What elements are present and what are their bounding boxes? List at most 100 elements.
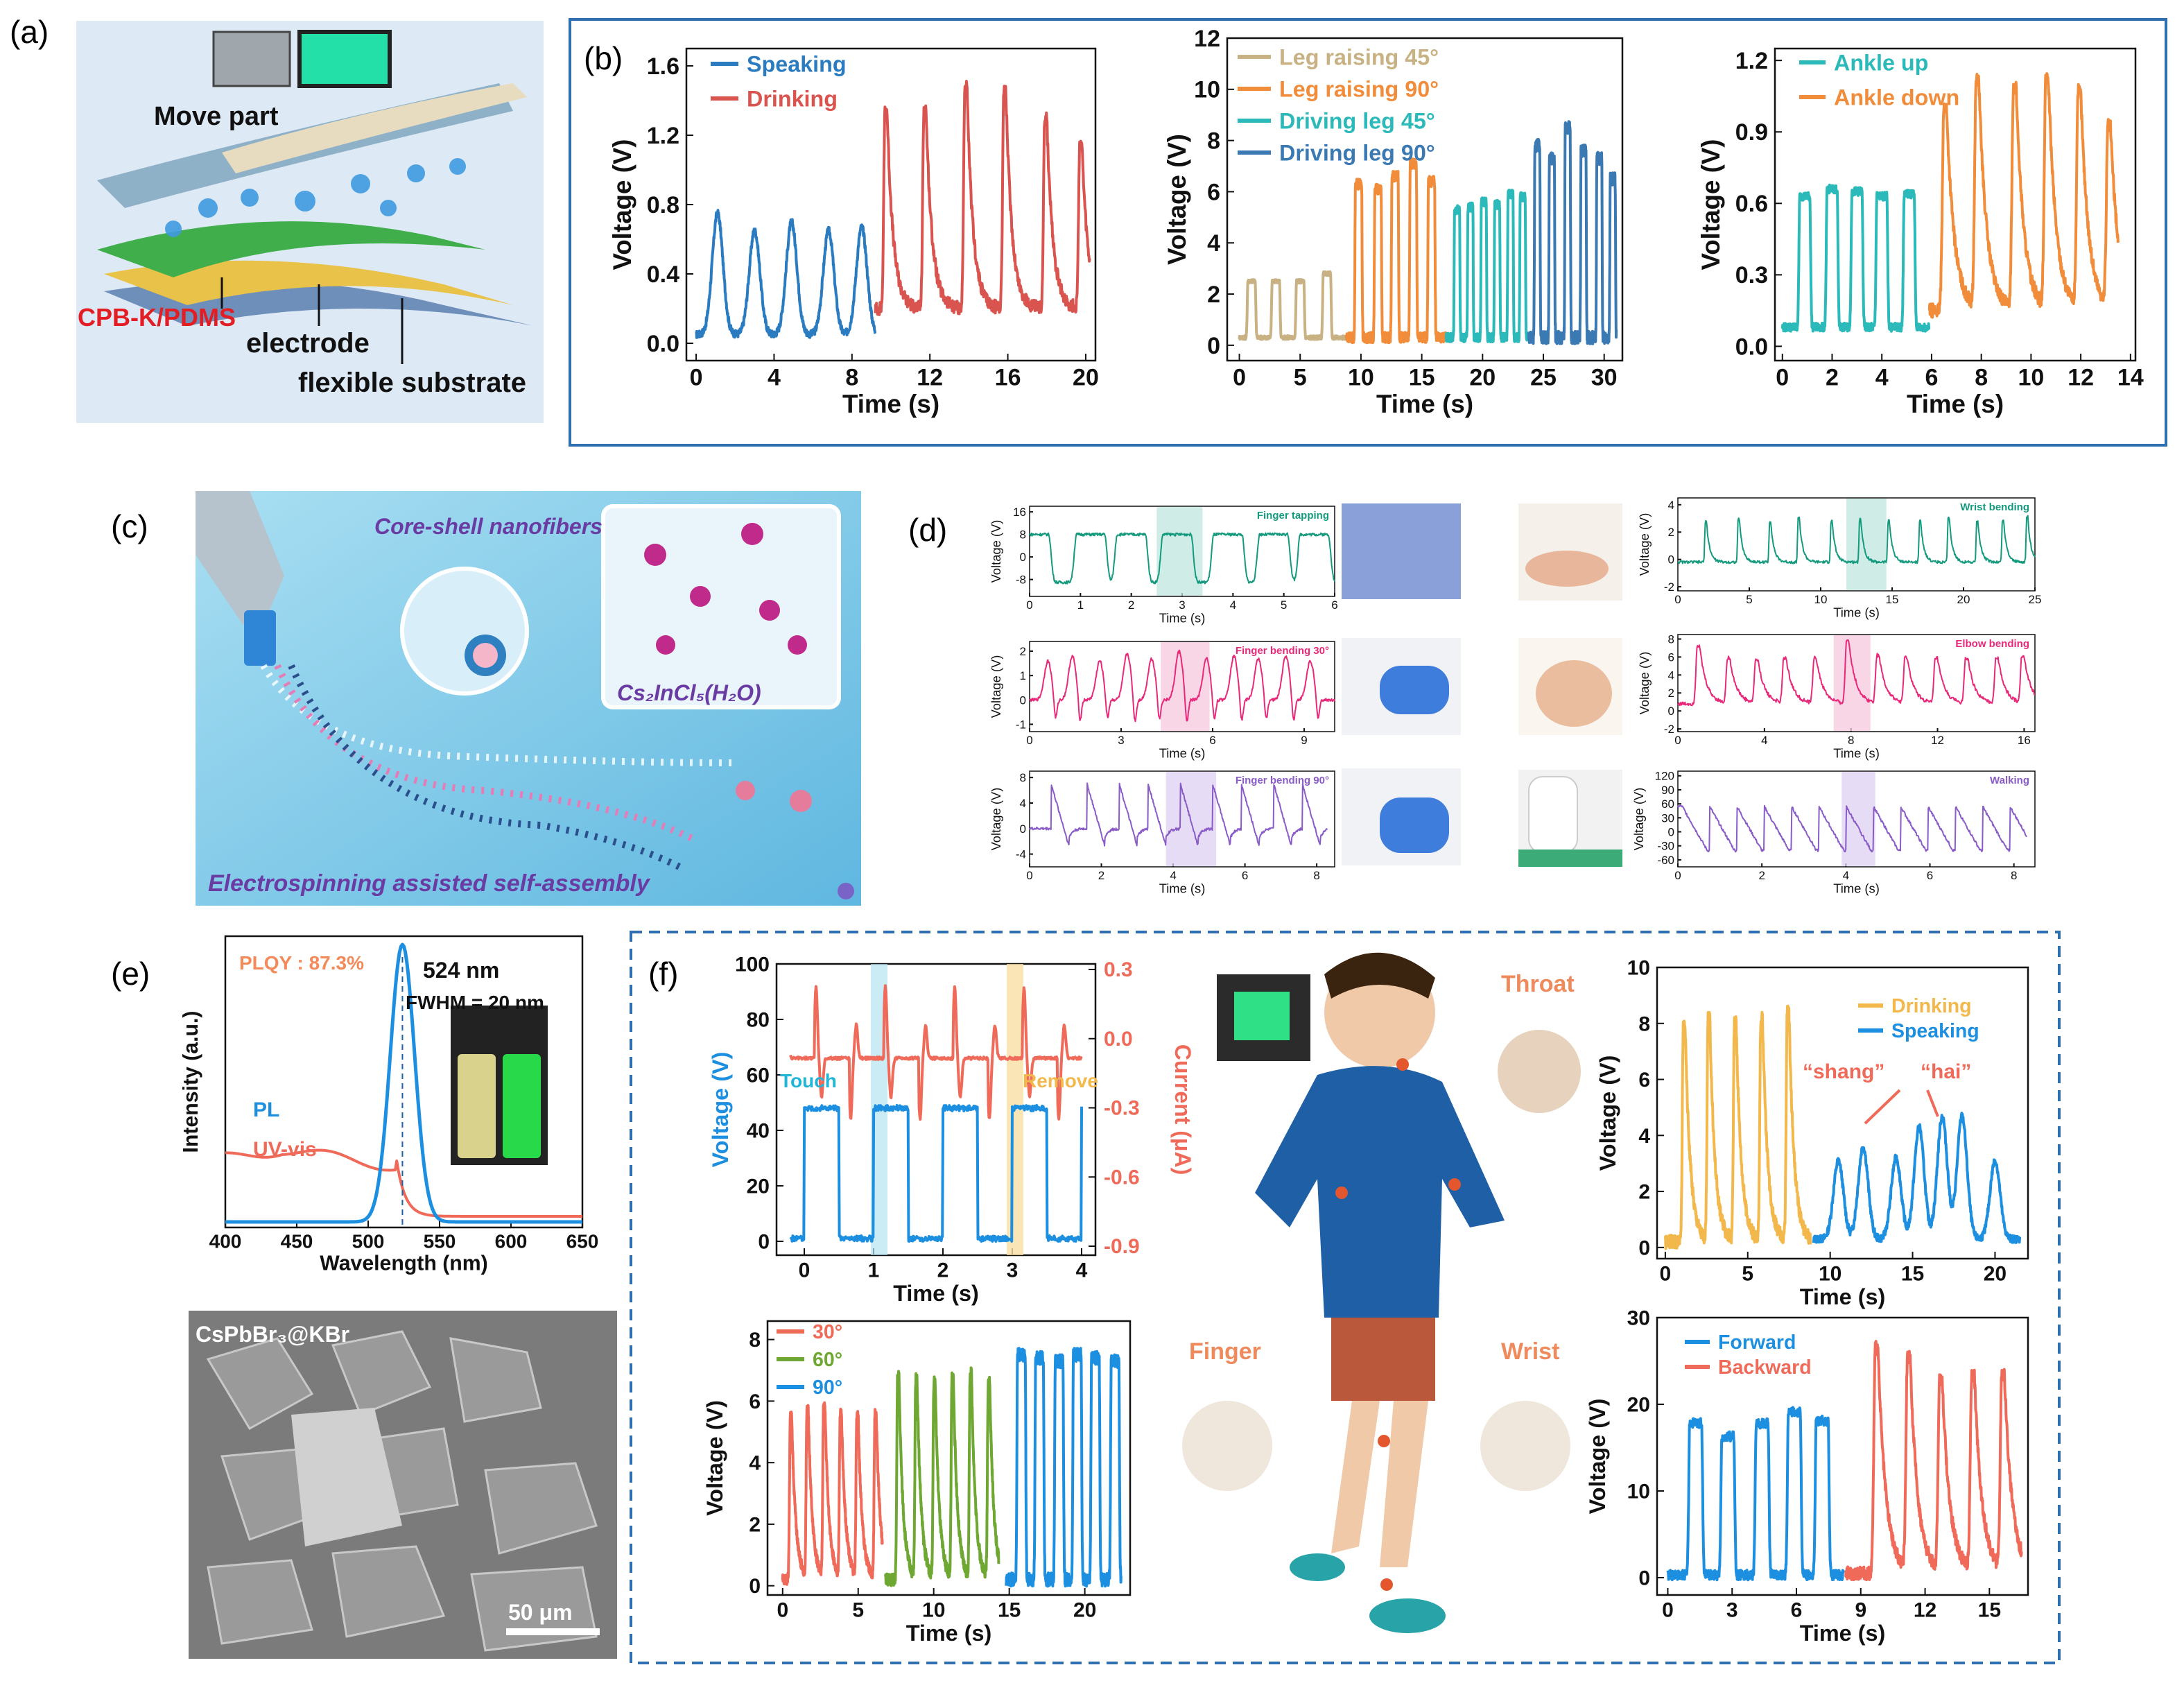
y-tick-label: 8 <box>1020 528 1026 542</box>
y-tick-label: 1.6 <box>647 53 679 80</box>
panel-e-illustration <box>189 1006 617 1659</box>
series-line <box>1238 270 1348 341</box>
x-axis-label: Wavelength (nm) <box>320 1252 487 1275</box>
panel-f-frame <box>630 931 2061 1664</box>
y-tick-label: 8 <box>749 1329 761 1352</box>
y-tick-label: 6 <box>1638 1069 1650 1092</box>
x-axis-label: Time (s) <box>906 1621 992 1646</box>
x-axis-label: Time (s) <box>893 1281 979 1306</box>
y-tick-label: 4 <box>1668 499 1674 512</box>
x-tick-label: 9 <box>1301 734 1307 747</box>
series-line <box>225 1148 582 1218</box>
x-tick-label: 15 <box>1901 1263 1924 1286</box>
legend-entry: Ankle up <box>1834 50 1928 75</box>
x-tick-label: 0 <box>1026 734 1032 747</box>
x-axis-label: Time (s) <box>842 390 939 418</box>
x-tick-label: 4 <box>1761 734 1767 747</box>
chart-title: Finger bending 90° <box>1236 775 1329 786</box>
series-line <box>884 1366 1000 1587</box>
x-tick-label: 0 <box>1674 593 1681 606</box>
x-tick-label: 10 <box>922 1599 945 1622</box>
x-tick-label: 15 <box>1886 593 1899 606</box>
series-line <box>225 942 583 1224</box>
plot-frame <box>1226 37 1624 362</box>
legend-entry: Speaking <box>747 51 847 76</box>
x-tick-label: 6 <box>1242 869 1248 882</box>
y-tick-label: 0.8 <box>647 192 679 218</box>
y-tick-label: 2 <box>1020 645 1026 658</box>
y-tick-label: 0 <box>1207 333 1220 359</box>
y-tick-label: 0.3 <box>1735 262 1768 288</box>
legend-entry: Leg raising 90° <box>1279 76 1439 101</box>
panel-label-a: (a) <box>10 14 49 50</box>
legend-entry: Ankle down <box>1834 85 1959 110</box>
x-tick-label: 20 <box>1957 593 1970 606</box>
x-axis-label: Time (s) <box>1833 881 1880 895</box>
x-tick-label: 0 <box>1674 869 1681 882</box>
x-tick-label: 4 <box>1076 1259 1088 1282</box>
y-tick-label: 12 <box>1194 26 1220 52</box>
x-tick-label: 5 <box>1281 598 1287 612</box>
x-tick-label: 15 <box>1409 365 1435 391</box>
x-tick-label: 650 <box>566 1230 599 1252</box>
label-electrode: electrode <box>246 328 370 359</box>
y-tick-label: 6 <box>1668 650 1674 664</box>
y-tick-label: 0 <box>1020 822 1026 836</box>
y-axis-label: Voltage (V) <box>1631 788 1646 851</box>
x-tick-label: 20 <box>1469 365 1496 391</box>
y2-tick-label: -0.3 <box>1104 1097 1140 1120</box>
uvvis-label: UV-vis <box>253 1138 317 1161</box>
plqy-label: PLQY : 87.3% <box>239 952 364 974</box>
x-tick-label: 0 <box>1026 598 1032 612</box>
y-axis-label: Voltage (V) <box>608 139 636 270</box>
label-cpb-pdms: CPB-K/PDMS <box>78 303 236 331</box>
x-axis-label: Time (s) <box>1800 1284 1886 1309</box>
y-tick-label: 8 <box>1668 632 1674 646</box>
y-tick-label: -30 <box>1657 840 1674 853</box>
y-tick-label: 10 <box>1627 957 1650 980</box>
highlight-band <box>1841 772 1875 866</box>
y-tick-label: 4 <box>749 1452 761 1475</box>
x-tick-label: 16 <box>995 365 1021 391</box>
legend-entry: Backward <box>1718 1356 1812 1379</box>
y-axis-label: Intensity (a.u.) <box>180 1011 202 1153</box>
y-tick-label: 8 <box>1207 128 1220 155</box>
wrist-photo <box>1480 1401 1570 1491</box>
x-tick-label: 3 <box>1007 1259 1019 1282</box>
y-axis-label: Voltage (V) <box>1585 1399 1610 1515</box>
x-tick-label: 8 <box>1848 734 1854 747</box>
x-tick-label: 10 <box>1348 365 1374 391</box>
y-tick-label: 10 <box>1194 77 1220 103</box>
finger-photo <box>1182 1401 1272 1491</box>
plot-frame <box>1677 770 2036 868</box>
arrow <box>1864 1089 1901 1125</box>
plot-frame <box>1774 47 2137 362</box>
y-tick-label: 0 <box>1668 825 1674 838</box>
series-line <box>1780 183 1931 333</box>
x-axis-label: Time (s) <box>1907 390 2004 418</box>
y-tick-label: 0 <box>758 1231 770 1254</box>
legend-entry: 30° <box>813 1321 842 1343</box>
x-tick-label: 3 <box>1179 598 1185 612</box>
series-line <box>1344 157 1448 345</box>
x-tick-label: 4 <box>1230 598 1236 612</box>
x-tick-label: 450 <box>281 1230 313 1252</box>
label-move-part: Move part <box>154 102 279 131</box>
y-tick-label: 6 <box>749 1390 761 1413</box>
y2-tick-label: -0.6 <box>1104 1166 1140 1189</box>
y-tick-label: 30 <box>1627 1307 1650 1330</box>
x-tick-label: 8 <box>845 365 858 391</box>
y-tick-label: 0 <box>749 1575 761 1598</box>
x-tick-label: 14 <box>2117 365 2144 391</box>
y-tick-label: 60 <box>747 1064 770 1087</box>
series-line <box>781 1401 884 1586</box>
spinneret <box>196 491 284 624</box>
series-line <box>1677 804 2027 853</box>
crystal-inset <box>601 504 841 709</box>
chart-title: Wrist bending <box>1960 501 2029 513</box>
x-tick-label: 5 <box>1294 365 1307 391</box>
plot-frame <box>1029 641 1335 732</box>
y-axis-label: Voltage (V) <box>1595 1055 1620 1171</box>
